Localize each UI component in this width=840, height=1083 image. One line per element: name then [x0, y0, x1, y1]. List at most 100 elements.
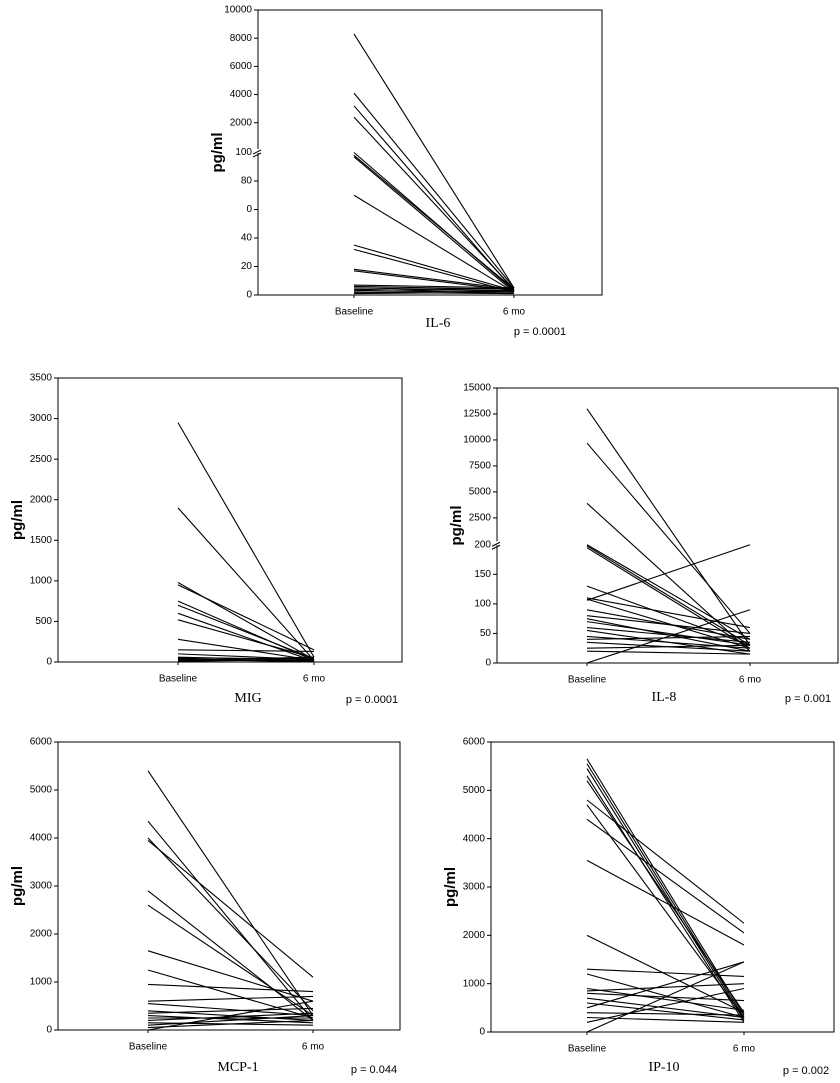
- y-tick-label: 7500: [469, 461, 492, 472]
- p-value: p = 0.0001: [346, 694, 398, 706]
- subject-line: [586, 780, 745, 1013]
- y-tick-label: 100: [474, 599, 491, 610]
- subject-line: [177, 604, 315, 660]
- x-tick-label: Baseline: [335, 307, 374, 318]
- subject-line: [147, 1000, 314, 1031]
- subject-line: [586, 621, 751, 646]
- panel-title: MCP-1: [217, 1060, 258, 1075]
- subject-line: [586, 763, 745, 1018]
- y-tick-label: 3000: [30, 881, 53, 892]
- y-tick-label: 10000: [463, 435, 491, 446]
- subject-line: [353, 291, 515, 295]
- y-tick-label: 1000: [463, 978, 486, 989]
- subject-line: [147, 995, 314, 1002]
- subject-line: [353, 116, 515, 290]
- panel-title: IL-8: [652, 690, 677, 705]
- subject-line: [586, 983, 745, 992]
- subject-line: [147, 1003, 314, 1017]
- subject-line: [586, 973, 745, 1019]
- y-tick-label: 0: [46, 1025, 52, 1036]
- x-tick-label: 6 mo: [733, 1044, 756, 1055]
- subject-line: [353, 154, 515, 290]
- subject-line: [586, 545, 751, 646]
- x-tick-label: 6 mo: [302, 1042, 325, 1053]
- y-axis-label: pg/ml: [209, 133, 226, 173]
- panel-title: IP-10: [648, 1060, 679, 1075]
- y-tick-label: 4000: [230, 89, 253, 100]
- y-tick-label: 0: [479, 1027, 485, 1038]
- p-value: p = 0.001: [785, 693, 831, 705]
- subject-line: [353, 268, 515, 290]
- y-tick-label: 15000: [463, 383, 491, 394]
- y-tick-label: 5000: [30, 785, 53, 796]
- subject-line: [177, 507, 315, 661]
- y-tick-label: 12500: [463, 409, 491, 420]
- y-tick-label: 3000: [463, 882, 486, 893]
- subject-line: [147, 837, 314, 1012]
- subject-line: [177, 638, 315, 661]
- subject-line: [353, 194, 515, 293]
- subject-line: [177, 649, 315, 653]
- panel-title: IL-6: [426, 316, 451, 331]
- subject-line: [586, 859, 745, 946]
- subject-line: [586, 961, 745, 1009]
- subject-line: [147, 1015, 314, 1026]
- subject-line: [586, 968, 745, 977]
- y-tick-label: 10000: [224, 5, 252, 16]
- subject-line: [586, 1016, 745, 1023]
- y-tick-label: 1500: [30, 535, 53, 546]
- y-tick-label: 3000: [30, 413, 53, 424]
- y-tick-label: 20: [241, 261, 253, 272]
- subject-line: [586, 502, 751, 652]
- subject-line: [147, 983, 314, 993]
- subject-line: [147, 1019, 314, 1029]
- x-tick-label: Baseline: [159, 674, 198, 685]
- x-tick-label: 6 mo: [739, 675, 762, 686]
- subject-line: [147, 890, 314, 1021]
- y-tick-label: 0: [246, 204, 252, 215]
- subject-line: [586, 597, 751, 629]
- subject-line: [177, 656, 315, 661]
- y-tick-label: 5000: [463, 785, 486, 796]
- subject-line: [177, 422, 315, 658]
- y-tick-label: 6000: [30, 737, 53, 748]
- plot-frame: [496, 387, 839, 664]
- axis-break-mark: [491, 541, 501, 550]
- subject-line: [586, 635, 751, 640]
- p-value: p = 0.0001: [514, 326, 566, 338]
- y-tick-label: 5000: [469, 487, 492, 498]
- subject-line: [147, 820, 314, 1021]
- y-tick-label: 8000: [230, 33, 253, 44]
- y-tick-label: 2000: [463, 930, 486, 941]
- x-tick-label: Baseline: [568, 675, 607, 686]
- subject-line: [586, 804, 745, 1018]
- y-axis-label: pg/ml: [442, 867, 459, 907]
- y-tick-label: 80: [241, 176, 253, 187]
- subject-line: [586, 1002, 745, 1021]
- subject-line: [147, 770, 314, 1016]
- subject-line: [586, 442, 751, 634]
- y-tick-label: 3500: [30, 373, 53, 384]
- subject-line: [586, 585, 751, 646]
- y-tick-label: 4000: [30, 833, 53, 844]
- p-value: p = 0.044: [351, 1064, 397, 1076]
- y-tick-label: 2000: [230, 117, 253, 128]
- x-tick-label: Baseline: [568, 1044, 607, 1055]
- y-axis-label: pg/ml: [448, 506, 465, 546]
- axis-break-mark: [252, 149, 262, 158]
- y-tick-label: 100: [235, 147, 252, 158]
- subject-line: [353, 248, 515, 293]
- plot-frame: [257, 9, 603, 296]
- y-tick-label: 0: [485, 658, 491, 669]
- y-tick-label: 2000: [30, 929, 53, 940]
- subject-line: [586, 615, 751, 634]
- subject-line: [147, 1012, 314, 1021]
- subject-line: [353, 284, 515, 289]
- subject-line: [586, 644, 751, 649]
- subject-line: [586, 1012, 745, 1016]
- subject-line: [586, 544, 751, 601]
- y-tick-label: 150: [474, 569, 491, 580]
- subject-line: [586, 547, 751, 649]
- y-tick-label: 40: [241, 233, 253, 244]
